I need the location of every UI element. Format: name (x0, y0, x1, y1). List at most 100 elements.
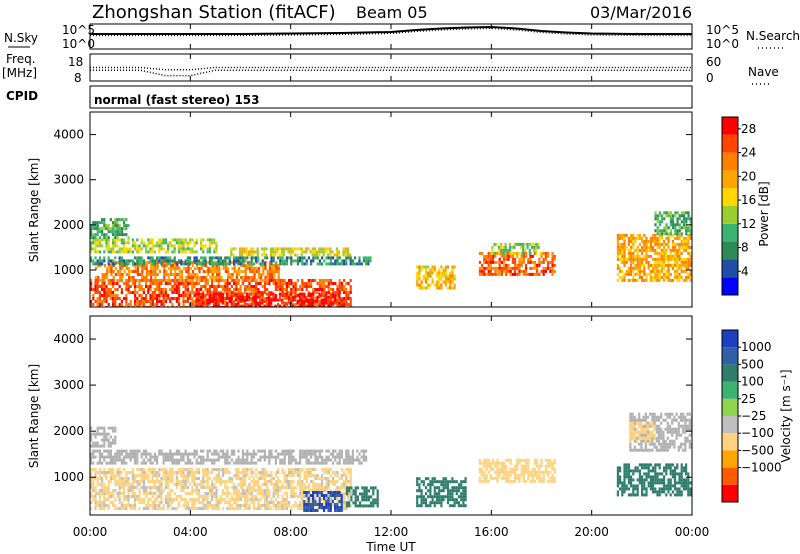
heat-cell (634, 272, 637, 276)
heat-cell (219, 498, 222, 501)
heat-cell (101, 477, 104, 480)
heat-cell (186, 468, 189, 471)
heat-cell (660, 275, 663, 279)
heat-cell (127, 495, 130, 498)
heat-cell (145, 250, 148, 254)
heat-cell (226, 468, 229, 471)
heat-cell (344, 253, 347, 257)
heat-cell (362, 452, 365, 456)
heat-cell (173, 461, 176, 465)
heat-cell (310, 279, 313, 282)
heat-cell (268, 495, 271, 498)
heat-cell (147, 452, 150, 456)
heat-cell (277, 455, 280, 459)
heat-cell (109, 468, 112, 471)
heat-cell (94, 291, 97, 294)
heat-cell (140, 498, 143, 501)
heat-cell (303, 506, 306, 509)
heat-cell (202, 480, 205, 483)
heat-cell (636, 236, 639, 240)
heat-cell (657, 439, 661, 443)
heat-cell (136, 270, 139, 273)
heat-cell (235, 256, 238, 260)
heat-cell (101, 244, 104, 248)
heat-cell (279, 507, 282, 510)
heat-cell (92, 432, 95, 436)
heat-cell (334, 503, 337, 506)
heat-cell (338, 304, 341, 307)
heat-cell (182, 486, 185, 489)
heat-cell (502, 248, 505, 252)
heat-cell (237, 256, 240, 260)
heat-cell (307, 506, 310, 509)
heat-cell (129, 486, 132, 489)
heat-cell (202, 501, 205, 504)
heat-cell (213, 507, 216, 510)
heat-cell (299, 495, 302, 498)
heat-cell (312, 489, 315, 492)
heat-cell (162, 471, 165, 474)
heat-cell (274, 250, 277, 254)
heat-cell (204, 495, 207, 498)
heat-cell (290, 449, 293, 453)
heat-cell (294, 247, 297, 251)
heat-cell (292, 455, 295, 459)
heat-cell (96, 480, 99, 483)
heat-cell (658, 220, 661, 224)
heat-cell (189, 256, 192, 260)
heat-cell (275, 264, 278, 267)
heat-cell (134, 303, 137, 306)
heat-cell (329, 494, 332, 497)
heat-cell (502, 245, 505, 249)
heat-cell (94, 224, 97, 228)
heat-cell (449, 271, 452, 275)
heat-cell (292, 474, 295, 477)
heat-cell (241, 489, 244, 492)
heat-cell (244, 452, 247, 456)
heat-cell (500, 272, 503, 276)
heat-cell (496, 269, 499, 273)
heat-cell (314, 461, 317, 465)
heat-cell (239, 256, 242, 260)
heat-cell (446, 274, 450, 278)
heat-cell (349, 259, 352, 263)
heat-cell (551, 251, 554, 255)
heat-cell (652, 248, 655, 252)
heat-cell (676, 232, 679, 236)
heat-cell (279, 504, 282, 507)
heat-cell (259, 474, 262, 477)
heat-cell (320, 250, 323, 254)
heat-cell (689, 263, 692, 267)
heat-cell (327, 298, 330, 302)
heat-cell (671, 254, 674, 258)
heat-cell (118, 474, 121, 477)
heat-cell (195, 288, 198, 291)
heat-cell (309, 304, 312, 307)
heat-cell (158, 238, 161, 242)
heat-cell (195, 297, 198, 300)
heat-cell (283, 279, 286, 282)
heat-cell (347, 495, 350, 498)
heat-cell (213, 504, 216, 507)
heat-cell (634, 278, 637, 282)
heat-cell (688, 421, 691, 425)
heat-cell (544, 254, 547, 258)
heat-cell (125, 495, 128, 498)
heat-cell (101, 455, 104, 459)
heat-cell (105, 486, 108, 489)
heat-cell (310, 471, 313, 474)
heat-cell (156, 474, 159, 477)
heat-cell (116, 282, 119, 285)
heat-cell (127, 291, 130, 294)
heat-cell (688, 424, 691, 428)
heat-cell (324, 247, 327, 251)
heat-cell (551, 257, 554, 261)
heat-cell (164, 256, 167, 260)
heat-cell (107, 294, 110, 297)
heat-cell (616, 248, 619, 252)
heat-cell (270, 298, 273, 302)
heat-cell (300, 301, 304, 305)
heat-cell (323, 477, 326, 480)
heat-cell (632, 269, 635, 273)
heat-cell (105, 504, 108, 507)
